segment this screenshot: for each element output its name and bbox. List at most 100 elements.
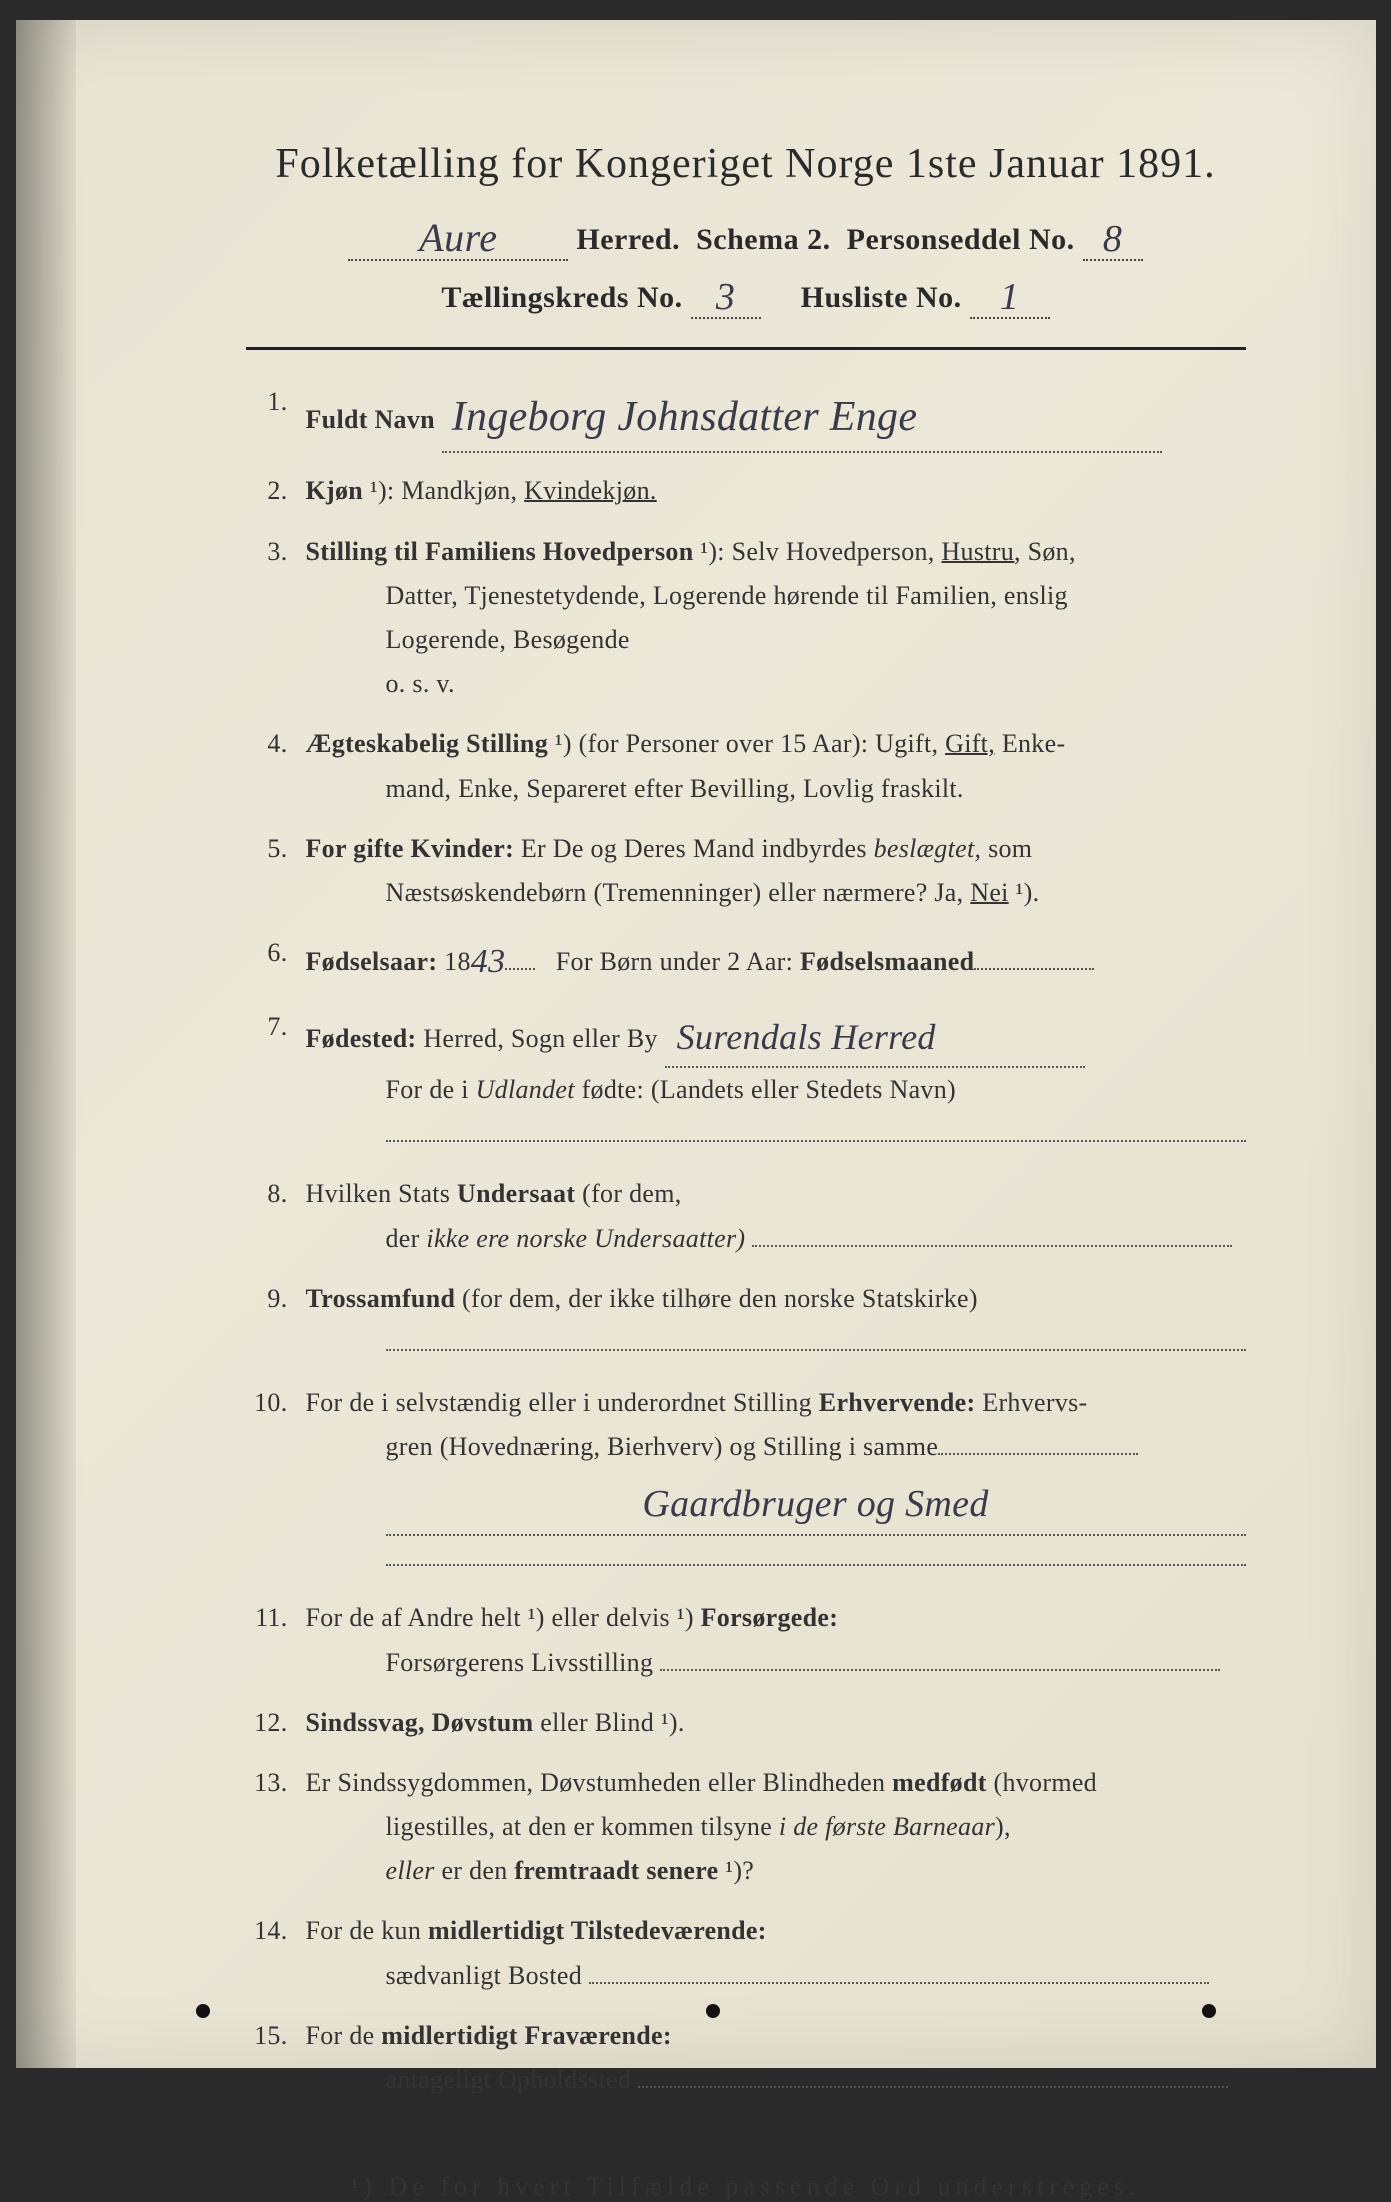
q6-prefix: 18 — [444, 947, 471, 976]
person-label: Personseddel No. — [847, 223, 1075, 256]
hole-right — [1202, 2004, 1216, 2018]
q1-num: 1. — [246, 380, 306, 453]
q13-l1bold: medfødt — [892, 1768, 987, 1797]
q11-s1: ¹) — [521, 1603, 552, 1632]
kreds-no-field: 3 — [691, 273, 761, 319]
q14-bold: midlertidigt Tilstedeværende: — [428, 1916, 767, 1945]
schema-label: Schema 2. — [696, 223, 831, 256]
q8-l1: Hvilken Stats — [306, 1179, 451, 1208]
q13-sup: ¹)? — [718, 1856, 754, 1885]
q4-l1a: (for Personer over 15 Aar): Ugift, — [579, 729, 939, 758]
q6-mid: For Børn under 2 Aar: — [556, 947, 793, 976]
q4-l1c: Enke- — [1002, 729, 1066, 758]
q4-l1b: Gift, — [945, 729, 995, 758]
q6-label: Fødselsaar: — [306, 947, 438, 976]
q5-l2b: Nei — [970, 878, 1008, 907]
q2-num: 2. — [246, 469, 306, 513]
q1-value: Ingeborg Johnsdatter Enge — [442, 394, 918, 440]
q6: 6. Fødselsaar: 1843 For Børn under 2 Aar… — [246, 931, 1246, 989]
q14-l1a: For de kun — [306, 1916, 422, 1945]
q10-f1 — [938, 1453, 1138, 1455]
person-no-field: 8 — [1083, 215, 1143, 261]
q10-blank — [386, 1564, 1246, 1566]
q3-label: Stilling til Familiens Hovedperson — [306, 537, 694, 566]
herred-label: Herred. — [576, 223, 680, 256]
q13-l2a: ligestilles, at den er kommen tilsyne — [386, 1812, 773, 1841]
q6-year: 43 — [471, 943, 506, 980]
header-line-2: Tællingskreds No. 3 Husliste No. 1 — [246, 273, 1246, 319]
q8-field — [752, 1245, 1232, 1247]
q14-l2: sædvanligt Bosted — [386, 1961, 583, 1990]
q8-num: 8. — [246, 1172, 306, 1260]
q13-l1a: Er Sindssygdommen, Døvstumheden eller Bl… — [306, 1768, 886, 1797]
q2-label: Kjøn — [306, 476, 364, 505]
q4-num: 4. — [246, 722, 306, 810]
q7-value: Surendals Herred — [665, 1017, 936, 1057]
q7-l2b: fødte: (Landets eller Stedets Navn) — [582, 1075, 956, 1104]
q5-l2a: Næstsøskendebørn (Tremenninger) eller næ… — [386, 878, 964, 907]
kreds-no: 3 — [716, 276, 736, 318]
q10-value: Gaardbruger og Smed — [642, 1483, 988, 1525]
q7-field: Surendals Herred — [665, 1005, 1085, 1068]
q7-num: 7. — [246, 1005, 306, 1157]
q13-num: 13. — [246, 1761, 306, 1894]
q15-l2: antageligt Opholdssted — [386, 2065, 632, 2094]
herred-field: Aure — [348, 212, 568, 261]
q9-field — [386, 1349, 1246, 1351]
hole-center — [706, 2004, 720, 2018]
q8-bold: Undersaat — [457, 1179, 575, 1208]
q14-field — [589, 1982, 1209, 1984]
q10-num: 10. — [246, 1381, 306, 1580]
q4-l2: mand, Enke, Separeret efter Bevilling, L… — [306, 767, 1246, 811]
q12-rest: eller Blind — [540, 1708, 654, 1737]
q1: 1. Fuldt Navn Ingeborg Johnsdatter Enge — [246, 380, 1246, 453]
q10-l2: gren (Hovednæring, Bierhverv) og Stillin… — [386, 1432, 939, 1461]
q5-l1-end: som — [988, 834, 1032, 863]
q7-l2a: For de i — [386, 1075, 469, 1104]
q6-month-label: Fødselsmaaned — [800, 947, 974, 976]
q13-l3it: eller — [386, 1856, 435, 1885]
q7-l1: Herred, Sogn eller By — [423, 1024, 657, 1053]
husliste-no-field: 1 — [970, 273, 1050, 319]
q11-l2: Forsørgerens Livsstilling — [386, 1648, 654, 1677]
q12: 12. Sindssvag, Døvstum eller Blind ¹). — [246, 1701, 1246, 1745]
q2-sup: ¹): — [363, 476, 401, 505]
q13-l1end: (hvormed — [994, 1768, 1097, 1797]
q11-l1a: For de af Andre helt — [306, 1603, 521, 1632]
q13-l3bold: fremtraadt senere — [514, 1856, 718, 1885]
q15-num: 15. — [246, 2014, 306, 2102]
q10-l1end: Erhvervs- — [982, 1388, 1087, 1417]
husliste-label: Husliste No. — [801, 281, 962, 314]
q12-sup: ¹). — [654, 1708, 685, 1737]
q1-field: Ingeborg Johnsdatter Enge — [442, 380, 1162, 453]
q5-l1-it: beslægtet, — [874, 834, 982, 863]
q13-l2end: ), — [995, 1812, 1011, 1841]
q5-l2sup: ¹). — [1009, 878, 1040, 907]
q13: 13. Er Sindssygdommen, Døvstumheden elle… — [246, 1761, 1246, 1894]
q5: 5. For gifte Kvinder: Er De og Deres Man… — [246, 827, 1246, 915]
q3-l2: Datter, Tjenestetydende, Logerende høren… — [306, 574, 1246, 618]
q11-l1b: eller delvis — [552, 1603, 670, 1632]
hole-left — [196, 2004, 210, 2018]
q9-label: Trossamfund — [306, 1284, 456, 1313]
q10-l1a: For de i selvstændig eller i underordnet… — [306, 1388, 812, 1417]
q11-field — [660, 1669, 1220, 1671]
q4-label: Ægteskabelig Stilling — [306, 729, 549, 758]
page-title: Folketælling for Kongeriget Norge 1ste J… — [246, 140, 1246, 188]
q15-field — [638, 2086, 1228, 2088]
q12-num: 12. — [246, 1701, 306, 1745]
kreds-label: Tællingskreds No. — [441, 281, 682, 314]
q9-num: 9. — [246, 1277, 306, 1365]
q14: 14. For de kun midlertidigt Tilstedevære… — [246, 1909, 1246, 1997]
divider — [246, 347, 1246, 350]
person-no: 8 — [1103, 218, 1123, 260]
q12-text: Sindssvag, Døvstum — [306, 1708, 534, 1737]
q7-label: Fødested: — [306, 1024, 417, 1053]
q1-label: Fuldt Navn — [306, 405, 435, 434]
q9: 9. Trossamfund (for dem, der ikke tilhør… — [246, 1277, 1246, 1365]
q15-l1a: For de — [306, 2021, 375, 2050]
q4: 4. Ægteskabelig Stilling ¹) (for Persone… — [246, 722, 1246, 810]
q8-l2: der — [386, 1224, 420, 1253]
q14-num: 14. — [246, 1909, 306, 1997]
q11-num: 11. — [246, 1596, 306, 1684]
